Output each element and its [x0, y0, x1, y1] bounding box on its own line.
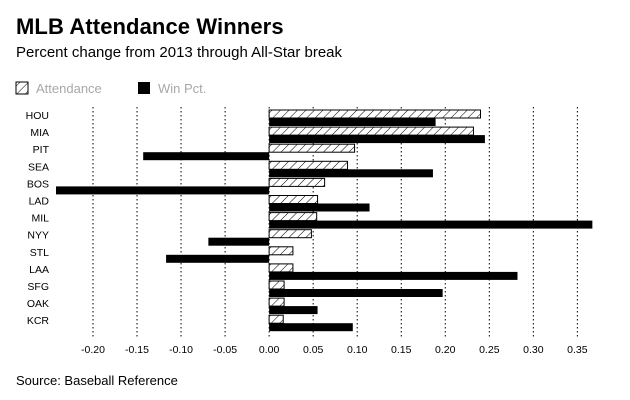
x-tick-label: 0.30: [523, 344, 544, 356]
bar-win-pct: [166, 254, 270, 263]
bar-win-pct: [269, 118, 436, 126]
bar-attendance: [268, 195, 319, 204]
category-label: LAD: [29, 196, 50, 208]
chart-subtitle: Percent change from 2013 through All-Sta…: [16, 44, 343, 61]
category-label: OAK: [27, 298, 49, 310]
bar-attendance: [268, 314, 284, 324]
chart-legend: Attendance Win Pct.: [15, 81, 206, 96]
legend-swatch-attendance: [15, 81, 29, 95]
bar-attendance: [268, 109, 482, 119]
x-tick-label: 0.10: [347, 344, 368, 356]
x-tick-label: -0.20: [81, 344, 105, 356]
bar-attendance: [268, 126, 474, 136]
category-label: NYY: [27, 230, 49, 242]
bar-attendance: [268, 280, 285, 290]
x-tick-label: -0.05: [213, 344, 237, 356]
bar-win-pct: [269, 323, 353, 332]
bar-win-pct: [269, 271, 518, 280]
bar-win-pct: [269, 289, 443, 297]
category-label: PIT: [33, 144, 50, 156]
x-axis: -0.20 -0.15 -0.10 -0.05 0.00 0.05 0.10 0.15 0.20…: [81, 344, 588, 356]
bar-attendance: [268, 143, 356, 153]
category-labels: HOU MIA PIT SEA BOS LAD MIL NYY STL LAA SFG OAK KCR: [26, 110, 50, 327]
bar-attendance: [268, 177, 326, 187]
x-tick-label: 0.05: [303, 344, 324, 356]
source-note: Source: Baseball Reference: [16, 373, 178, 388]
bar-win-pct: [269, 306, 318, 315]
bar-win-pct: [269, 135, 485, 144]
chart-title: MLB Attendance Winners: [16, 14, 284, 39]
legend-label-attendance: Attendance: [36, 81, 102, 96]
chart-bars: [56, 109, 593, 332]
bar-attendance: [268, 263, 294, 273]
bar-win-pct: [269, 169, 433, 178]
category-label: KCR: [27, 315, 50, 327]
category-label: MIA: [30, 127, 49, 139]
category-label: STL: [30, 247, 49, 259]
bar-win-pct: [208, 237, 270, 246]
bar-attendance: [268, 212, 318, 222]
x-tick-label: -0.10: [169, 344, 193, 356]
bar-attendance: [268, 297, 285, 307]
category-label: SFG: [27, 281, 49, 293]
category-label: LAA: [29, 264, 49, 276]
legend-swatch-win-pct: [138, 82, 150, 94]
category-label: SEA: [28, 161, 49, 173]
category-label: BOS: [27, 178, 49, 190]
bar-attendance: [268, 246, 294, 256]
x-tick-label: 0.00: [259, 344, 280, 356]
legend-label-win-pct: Win Pct.: [158, 81, 206, 96]
bar-win-pct: [143, 152, 270, 161]
bar-attendance: [268, 160, 349, 170]
x-tick-label: 0.15: [391, 344, 412, 356]
bar-win-pct: [269, 203, 370, 212]
x-tick-label: 0.35: [567, 344, 588, 356]
bar-attendance: [268, 229, 312, 239]
x-tick-label: 0.25: [479, 344, 500, 356]
bar-win-pct: [269, 220, 593, 229]
x-tick-label: -0.15: [125, 344, 149, 356]
x-tick-label: 0.20: [435, 344, 456, 356]
category-label: HOU: [26, 110, 49, 122]
category-label: MIL: [31, 213, 49, 225]
bar-win-pct: [56, 186, 270, 195]
